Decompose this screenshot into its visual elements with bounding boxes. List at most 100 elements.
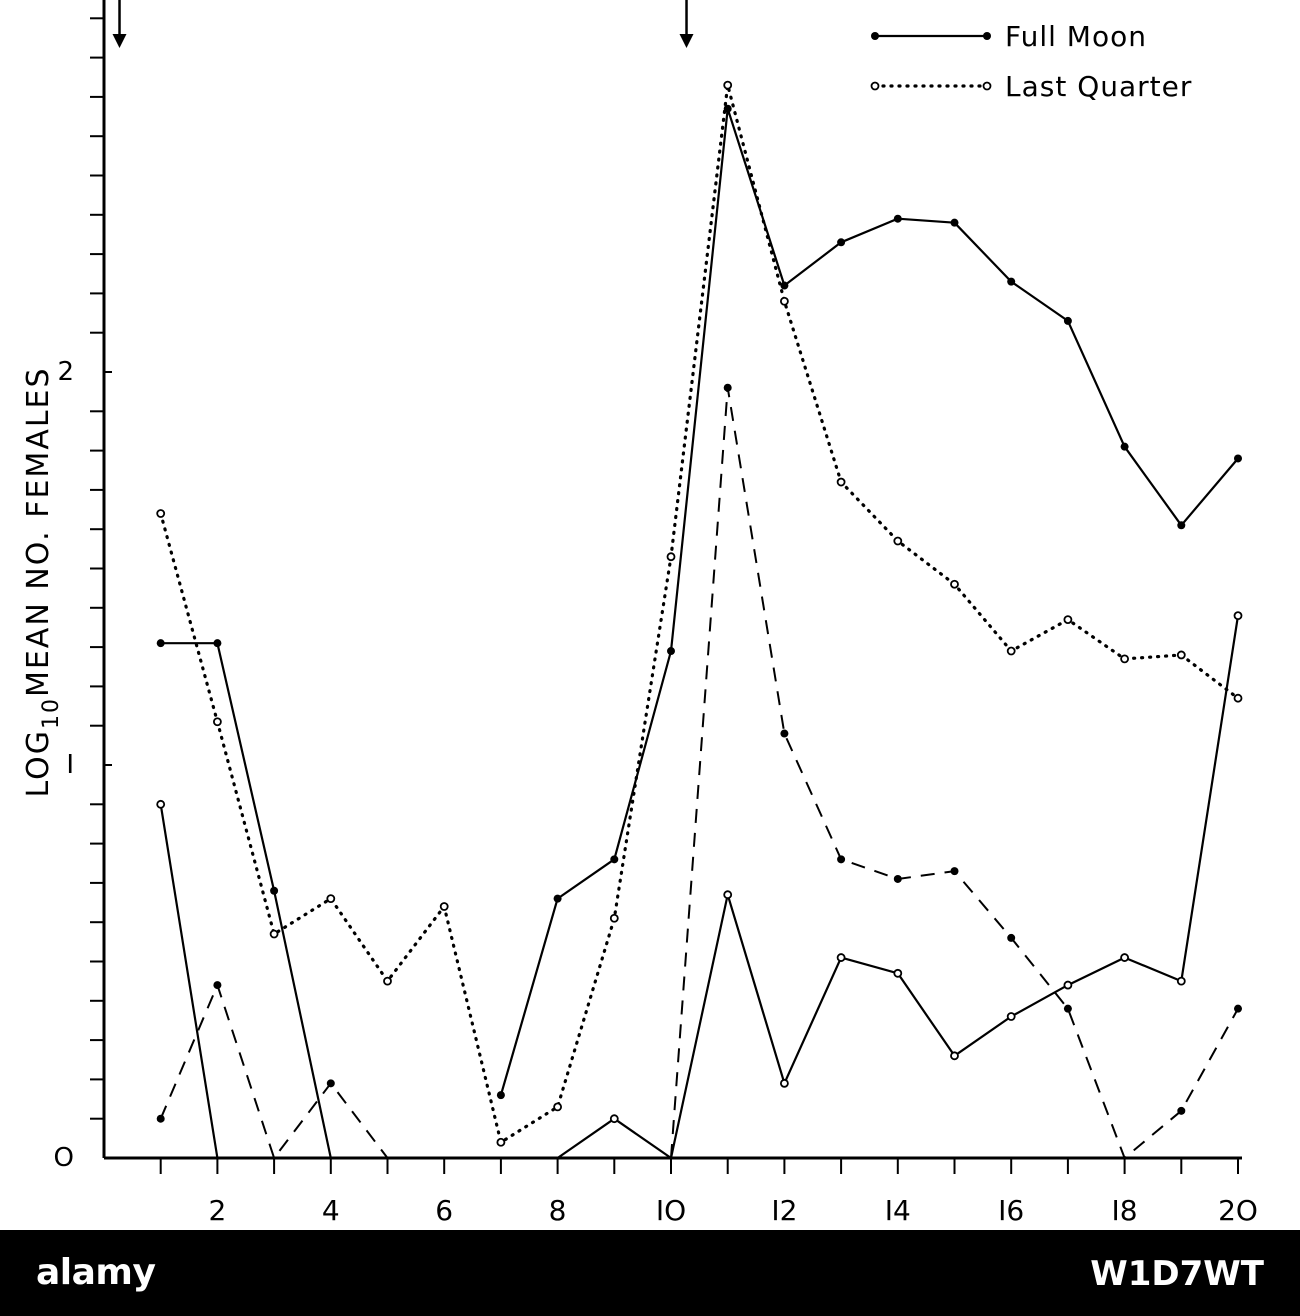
series-layer	[156, 80, 1243, 1160]
data-point	[1007, 277, 1016, 286]
series-line	[159, 83, 1240, 1144]
stock-id: W1D7WT	[1090, 1252, 1264, 1296]
data-point	[213, 981, 222, 990]
series-solid-filled	[156, 104, 1242, 1159]
data-point	[383, 976, 392, 986]
series-line	[159, 615, 1240, 1160]
x-tick-label: I4	[885, 1194, 911, 1227]
legend-marker	[982, 81, 992, 91]
series-dashed-filled	[156, 383, 1242, 1159]
data-point	[1006, 1012, 1016, 1021]
data-point	[780, 1078, 789, 1088]
legend-marker	[983, 32, 991, 40]
data-point	[1063, 615, 1073, 624]
series-line	[160, 107, 1239, 1159]
y-axis-title-sub: 10	[39, 697, 64, 729]
data-point	[1120, 953, 1129, 962]
data-point	[1176, 976, 1186, 986]
data-point	[213, 639, 222, 648]
y-tick-label: I	[66, 750, 74, 780]
data-point	[496, 1137, 506, 1147]
data-point	[780, 729, 789, 738]
data-point	[1233, 693, 1243, 703]
arrow-head	[679, 34, 694, 48]
data-point	[553, 894, 562, 903]
data-point	[950, 218, 959, 227]
data-point	[666, 552, 676, 562]
data-point	[496, 1091, 505, 1100]
data-point	[1063, 316, 1072, 325]
y-tick-label: 2	[57, 357, 74, 387]
data-point	[667, 647, 675, 656]
alamy-logo: alamy	[36, 1250, 156, 1296]
data-point	[836, 477, 846, 487]
data-point	[326, 894, 336, 904]
data-point	[1177, 1106, 1186, 1115]
data-point	[1176, 650, 1186, 660]
data-point	[326, 1079, 335, 1088]
stock-id-text: W1D7WT	[1090, 1254, 1264, 1294]
x-tick-label: 2	[208, 1194, 226, 1227]
x-tick-label: I2	[771, 1194, 797, 1227]
data-point	[1063, 980, 1073, 990]
logo-text: alamy	[36, 1252, 156, 1293]
data-point	[156, 799, 166, 809]
data-point	[156, 1114, 165, 1123]
y-axis-label: LOG10MEAN NO. FEMALES	[21, 366, 64, 797]
legend: Full Moon Last Quarter	[870, 20, 1192, 103]
data-point	[723, 383, 732, 392]
x-tick-label: 4	[322, 1194, 340, 1227]
data-point	[1234, 1004, 1242, 1013]
series-dotted-open	[156, 80, 1243, 1147]
data-point	[837, 855, 846, 864]
legend-label: Full Moon	[1005, 20, 1147, 53]
data-point	[893, 214, 902, 223]
series-solid-open	[156, 611, 1243, 1160]
data-point	[893, 536, 903, 546]
data-point	[1006, 646, 1016, 656]
data-point	[780, 281, 789, 290]
y-axis-title-log: LOG	[21, 729, 56, 798]
y-tick-label: O	[54, 1143, 74, 1173]
data-point	[950, 579, 959, 589]
data-point	[950, 1051, 959, 1061]
x-tick-label: I6	[998, 1194, 1024, 1227]
data-point	[212, 717, 222, 727]
data-point	[270, 886, 279, 895]
legend-marker	[870, 81, 880, 91]
data-point	[269, 929, 279, 939]
data-point	[553, 1102, 562, 1112]
data-point	[950, 867, 959, 876]
data-point	[893, 968, 903, 978]
data-point	[836, 953, 846, 962]
data-point	[1007, 933, 1016, 942]
data-point	[780, 296, 789, 306]
arrow-head	[112, 34, 127, 48]
data-point	[1120, 654, 1129, 664]
data-point	[893, 874, 902, 883]
data-point	[156, 509, 166, 518]
x-tick-label: I8	[1112, 1194, 1138, 1227]
data-point	[723, 80, 733, 90]
data-point	[156, 639, 165, 648]
data-point	[1233, 611, 1243, 621]
x-tick-label: 2O	[1218, 1194, 1258, 1227]
data-point	[837, 238, 846, 247]
data-point	[723, 890, 733, 900]
legend-marker	[871, 32, 879, 40]
data-point	[1177, 521, 1186, 530]
y-axis-title: LOG10MEAN NO. FEMALES	[21, 366, 64, 797]
x-tick-label: IO	[656, 1194, 686, 1227]
x-tick-label: 8	[549, 1194, 567, 1227]
data-point	[1234, 454, 1242, 463]
legend-label: Last Quarter	[1005, 70, 1192, 103]
data-point	[610, 855, 619, 864]
y-axis-title-rest: MEAN NO. FEMALES	[21, 366, 56, 697]
data-point	[1063, 1004, 1072, 1013]
series-line	[159, 386, 1239, 1159]
data-point	[439, 902, 449, 911]
data-point	[609, 913, 619, 923]
data-point	[609, 1114, 619, 1124]
